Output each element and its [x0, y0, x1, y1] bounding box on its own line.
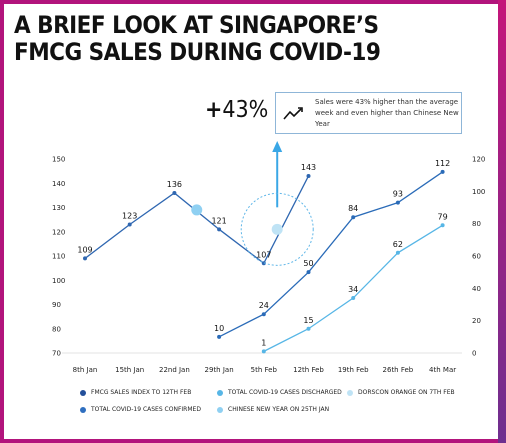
legend-swatch: [80, 406, 86, 413]
data-point-discharged: [306, 326, 311, 331]
headline-stat-sign: +: [205, 97, 223, 123]
legend-label: DORSCON ORANGE ON 7TH FEB: [358, 389, 455, 396]
x-axis-tick-label: 8th Jan: [73, 366, 98, 374]
data-label-discharged: 79: [438, 212, 448, 221]
data-point-confirmed: [351, 215, 356, 220]
headline-stat: +43%: [205, 97, 268, 123]
right-axis-tick-label: 20: [472, 317, 481, 325]
right-axis-ticks: 0 20 40 60 80 100 120: [472, 156, 485, 358]
data-label-discharged: 1: [261, 338, 266, 347]
right-axis-tick-label: 40: [472, 285, 481, 293]
data-point-confirmed: [217, 334, 222, 339]
right-axis-tick-label: 120: [472, 156, 485, 164]
series-line-fmcg: [84, 175, 310, 265]
left-axis-tick-label: 100: [52, 277, 65, 285]
data-point-confirmed: [261, 312, 266, 317]
x-axis-tick-label: 19th Feb: [338, 366, 369, 374]
left-axis-tick-label: 140: [52, 180, 65, 188]
legend-item-cny: CHINESE NEW YEAR ON 25TH JAN: [217, 406, 329, 413]
data-labels: 109 123 136 121 107 143 10 24 50 84 93 112 1 15 34 62 79: [77, 159, 450, 347]
data-label-confirmed: 84: [348, 204, 358, 213]
headline-stat-value: 43%: [222, 97, 269, 123]
x-axis-tick-label: 26th Feb: [383, 366, 414, 374]
data-point-fmcg: [217, 227, 222, 232]
data-label-discharged: 62: [393, 240, 403, 249]
data-point-confirmed: [440, 169, 445, 174]
left-axis-tick-label: 80: [52, 325, 61, 333]
legend-swatch: [80, 389, 86, 396]
data-label-discharged: 34: [348, 285, 358, 294]
legend-label: TOTAL COVID-19 CASES CONFIRMED: [91, 406, 201, 413]
data-point-discharged: [351, 296, 356, 301]
data-label-confirmed: 24: [259, 301, 269, 310]
callout-box: Sales were 43% higher than the average w…: [275, 92, 462, 134]
data-point-discharged: [440, 223, 445, 228]
x-axis-ticks: 8th Jan 15th Jan 22nd Jan 29th Jan 5th Feb 12…: [73, 366, 457, 374]
legend-item-discharged: TOTAL COVID-19 CASES DISCHARGED: [217, 389, 342, 396]
data-label-fmcg: 123: [122, 211, 137, 220]
data-label-fmcg: 121: [211, 216, 226, 225]
right-axis-tick-label: 80: [472, 220, 481, 228]
legend-label: TOTAL COVID-19 CASES DISCHARGED: [228, 389, 342, 396]
data-label-fmcg: 107: [256, 250, 271, 259]
legend-item-fmcg: FMCG SALES INDEX TO 12TH FEB: [80, 389, 191, 396]
arrow-head: [272, 141, 283, 152]
x-axis-tick-label: 29th Jan: [205, 366, 234, 374]
data-label-fmcg: 136: [167, 180, 182, 189]
data-label-confirmed: 93: [393, 190, 403, 199]
right-axis-tick-label: 100: [472, 188, 485, 196]
trend-up-icon: [283, 107, 303, 120]
data-point-fmcg: [127, 222, 132, 227]
left-axis-ticks: 70 80 90 100 110 120 130 140 150: [52, 156, 65, 358]
data-point-confirmed: [395, 200, 400, 205]
left-axis-tick-label: 90: [52, 301, 61, 309]
legend-swatch: [347, 389, 353, 396]
data-point-confirmed: [306, 270, 311, 275]
x-axis-tick-label: 5th Feb: [251, 366, 278, 374]
legend-swatch: [217, 389, 223, 396]
dorscon-marker: [271, 223, 283, 235]
right-axis-tick-label: 60: [472, 253, 481, 261]
data-label-discharged: 15: [303, 316, 313, 325]
data-label-confirmed: 50: [303, 259, 313, 268]
callout-arrow: [272, 141, 283, 208]
x-axis-tick-label: 22nd Jan: [159, 366, 190, 374]
data-label-confirmed: 112: [435, 159, 450, 168]
data-point-fmcg: [83, 256, 87, 261]
data-label-fmcg: 109: [77, 245, 92, 254]
callout-text: Sales were 43% higher than the average w…: [315, 98, 459, 128]
legend-item-dorscon: DORSCON ORANGE ON 7TH FEB: [347, 389, 455, 396]
legend-label: CHINESE NEW YEAR ON 25TH JAN: [228, 406, 330, 413]
data-point-discharged: [261, 349, 266, 354]
cny-marker: [191, 204, 203, 216]
legend: FMCG SALES INDEX TO 12TH FEB TOTAL COVID…: [80, 389, 480, 425]
page-title: A BRIEF LOOK AT SINGAPORE’S FMCG SALES D…: [14, 11, 381, 66]
data-point-discharged: [395, 250, 400, 255]
x-axis-tick-label: 4th Mar: [429, 366, 456, 374]
left-axis-tick-label: 150: [52, 156, 65, 164]
data-label-confirmed: 10: [214, 324, 224, 333]
series-line-confirmed: [218, 171, 443, 338]
left-axis-tick-label: 120: [52, 228, 65, 236]
right-axis-tick-label: 0: [472, 350, 476, 358]
left-axis-tick-label: 130: [52, 204, 65, 212]
legend-label: FMCG SALES INDEX TO 12TH FEB: [91, 389, 192, 396]
legend-swatch: [217, 406, 223, 413]
dorscon-highlight-ring: [240, 192, 314, 266]
left-axis-tick-label: 70: [52, 350, 61, 358]
x-axis-tick-label: 12th Feb: [293, 366, 324, 374]
legend-item-confirmed: TOTAL COVID-19 CASES CONFIRMED: [80, 406, 201, 413]
data-point-fmcg: [306, 173, 311, 178]
event-markers: [191, 192, 314, 266]
left-axis-tick-label: 110: [52, 253, 65, 261]
x-axis-tick-label: 15th Jan: [115, 366, 144, 374]
page-frame-accent: [498, 0, 506, 443]
data-label-fmcg: 143: [301, 163, 316, 172]
data-point-fmcg: [172, 190, 177, 195]
series-lines: [83, 169, 445, 354]
data-point-fmcg: [261, 261, 266, 266]
